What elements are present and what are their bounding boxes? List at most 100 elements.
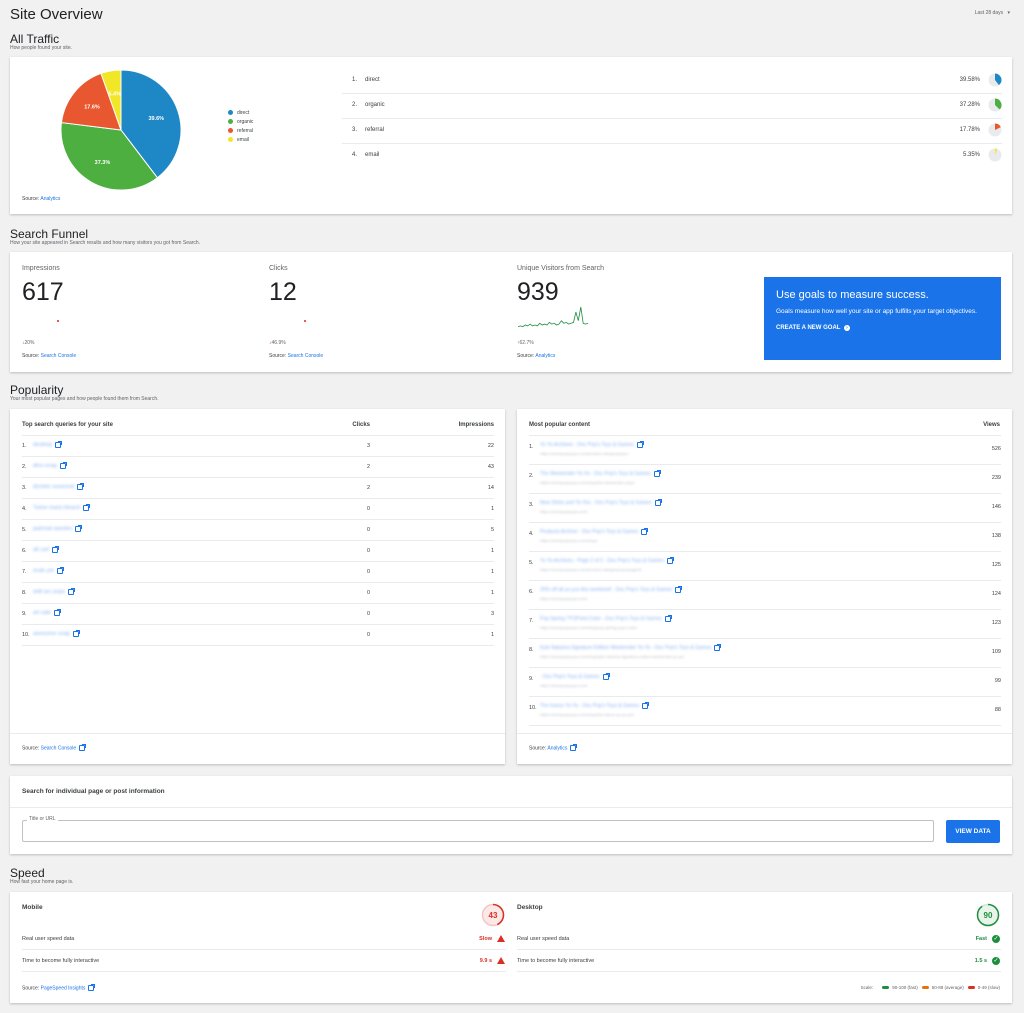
external-link-icon[interactable] bbox=[664, 615, 672, 622]
section-title-traffic: All Traffic bbox=[10, 32, 60, 46]
external-link-icon[interactable] bbox=[68, 588, 76, 595]
external-link-icon[interactable] bbox=[79, 744, 87, 751]
legend-item-direct[interactable]: direct bbox=[228, 110, 253, 116]
date-range-label: Last 28 days bbox=[974, 10, 1004, 16]
query-row[interactable]: 5. patricial sweden 0 5 bbox=[22, 520, 494, 541]
traffic-row[interactable]: 2. organic 37.28% bbox=[342, 94, 1002, 119]
query-text[interactable]: ends yet bbox=[33, 568, 54, 575]
pie-slice-organic[interactable] bbox=[60, 122, 159, 191]
traffic-channel-name: referral bbox=[365, 127, 385, 133]
check-circle-icon: ✓ bbox=[992, 935, 1000, 943]
external-link-icon[interactable] bbox=[675, 586, 683, 593]
external-link-icon[interactable] bbox=[642, 702, 650, 709]
metric-source-link[interactable]: Search Console bbox=[287, 353, 324, 359]
external-link-icon[interactable] bbox=[636, 441, 644, 448]
content-row[interactable]: 1. Yo Yo Archives - Doc Pop's Toys & Game… bbox=[529, 436, 1001, 465]
pie-label-referral: 17.6% bbox=[84, 105, 100, 111]
legend-dot-icon bbox=[228, 128, 233, 134]
external-link-icon[interactable] bbox=[653, 470, 661, 477]
external-link-icon[interactable] bbox=[666, 557, 674, 564]
external-link-icon[interactable] bbox=[73, 630, 80, 637]
pie-slice-email[interactable] bbox=[100, 69, 122, 131]
title-url-input[interactable] bbox=[22, 820, 934, 842]
external-link-icon[interactable] bbox=[602, 673, 610, 680]
legend-item-referral[interactable]: referral bbox=[228, 128, 253, 134]
pie-slice-referral[interactable] bbox=[60, 72, 122, 131]
external-link-icon[interactable] bbox=[59, 462, 67, 469]
external-link-icon[interactable] bbox=[654, 499, 662, 506]
external-link-icon[interactable] bbox=[83, 504, 91, 511]
metric-source-link[interactable]: Analytics bbox=[535, 353, 556, 359]
content-row[interactable]: 3. New Shirts and Yo-Yos - Doc Pop's Toys… bbox=[529, 494, 1001, 523]
traffic-row[interactable]: 3. referral 17.78% bbox=[342, 119, 1002, 144]
external-link-icon[interactable] bbox=[714, 644, 722, 651]
query-text[interactable]: Twine mario bleach bbox=[33, 505, 81, 512]
external-link-icon[interactable] bbox=[570, 744, 578, 751]
query-text[interactable]: desktop bbox=[33, 442, 53, 449]
content-title[interactable]: Pop Spring 7YOPoint Color - Doc Pop's To… bbox=[540, 616, 662, 623]
metric-source-link[interactable]: Search Console bbox=[40, 353, 77, 359]
date-range-select[interactable]: Last 28 days ▾ bbox=[975, 10, 1010, 16]
content-row[interactable]: 10. The Inarus Yo-Yo - Doc Pop's Toys & G… bbox=[529, 697, 1001, 726]
query-text[interactable]: wild arc pops bbox=[33, 589, 66, 596]
query-row[interactable]: 7. ends yet 0 1 bbox=[22, 562, 494, 583]
content-title[interactable]: New Shirts and Yo-Yos - Doc Pop's Toys &… bbox=[540, 500, 652, 507]
mobile-speed-row: Real user speed data Slow bbox=[22, 934, 506, 948]
content-title[interactable]: - Doc Pop's Toys & Games bbox=[540, 674, 600, 681]
query-text[interactable]: patricial sweden bbox=[33, 526, 73, 533]
query-row[interactable]: 10. awesome snap 0 1 bbox=[22, 625, 494, 646]
external-link-icon[interactable] bbox=[54, 609, 62, 616]
query-row[interactable]: 3. domkin seasonal 2 14 bbox=[22, 478, 494, 499]
external-link-icon[interactable] bbox=[52, 546, 60, 553]
query-row[interactable]: 2. dino snap 2 43 bbox=[22, 457, 494, 478]
analytics-link-content[interactable]: Analytics bbox=[547, 745, 568, 752]
content-row[interactable]: 6. 20% off all yo-yos this weekend! - Doc… bbox=[529, 581, 1001, 610]
external-link-icon[interactable] bbox=[88, 984, 96, 991]
content-title[interactable]: Yo Yo Archives - Page 2 of 2 - Doc Pop's… bbox=[540, 558, 664, 565]
external-link-icon[interactable] bbox=[77, 483, 85, 490]
pie-slice-direct[interactable] bbox=[120, 69, 182, 179]
section-subtitle-popularity: Your most popular pages and how people f… bbox=[10, 396, 159, 402]
content-title[interactable]: Kyle Nakama Signature Edition Weekender … bbox=[540, 645, 712, 652]
external-link-icon[interactable] bbox=[75, 525, 83, 532]
content-row[interactable]: 2. The Weekender Yo-Yo - Doc Pop's Toys &… bbox=[529, 465, 1001, 494]
speed-metric-value: Fast bbox=[975, 936, 987, 942]
metric-label: Clicks bbox=[269, 265, 288, 272]
content-row[interactable]: 5. Yo Yo Archives - Page 2 of 2 - Doc Pop… bbox=[529, 552, 1001, 581]
content-row[interactable]: 8. Kyle Nakama Signature Edition Weekende… bbox=[529, 639, 1001, 668]
traffic-row[interactable]: 1. direct 39.58% bbox=[342, 69, 1002, 94]
external-link-icon[interactable] bbox=[641, 528, 649, 535]
content-views: 109 bbox=[991, 649, 1001, 655]
metric-change: ↓20% bbox=[22, 340, 35, 346]
query-text[interactable]: domkin seasonal bbox=[33, 484, 75, 491]
content-title[interactable]: The Weekender Yo-Yo - Doc Pop's Toys & G… bbox=[540, 471, 651, 478]
content-views: 99 bbox=[994, 678, 1001, 684]
content-title[interactable]: Yo Yo Archives - Doc Pop's Toys & Games bbox=[540, 442, 634, 449]
query-text[interactable]: art sale bbox=[33, 610, 52, 617]
content-row[interactable]: 9. - Doc Pop's Toys & Games https://docnpo… bbox=[529, 668, 1001, 697]
query-text[interactable]: awesome snap bbox=[33, 631, 70, 638]
create-goal-button[interactable]: CREATE A NEW GOAL › bbox=[776, 325, 989, 332]
legend-item-email[interactable]: email bbox=[228, 137, 253, 143]
desktop-score: 90 bbox=[984, 911, 993, 920]
query-row[interactable]: 4. Twine mario bleach 0 1 bbox=[22, 499, 494, 520]
query-row[interactable]: 6. all cart 0 1 bbox=[22, 541, 494, 562]
query-text[interactable]: all cart bbox=[33, 547, 50, 554]
content-title[interactable]: The Inarus Yo-Yo - Doc Pop's Toys & Game… bbox=[540, 703, 640, 710]
query-text[interactable]: dino snap bbox=[33, 463, 57, 470]
external-link-icon[interactable] bbox=[56, 567, 64, 574]
search-console-link[interactable]: Search Console bbox=[40, 745, 77, 752]
analytics-link[interactable]: Analytics bbox=[40, 196, 61, 202]
content-row[interactable]: 7. Pop Spring 7YOPoint Color - Doc Pop's … bbox=[529, 610, 1001, 639]
content-title[interactable]: 20% off all yo-yos this weekend! - Doc P… bbox=[540, 587, 673, 594]
content-row[interactable]: 4. Products Archive - Doc Pop's Toys & Ga… bbox=[529, 523, 1001, 552]
query-row[interactable]: 1. desktop 3 22 bbox=[22, 436, 494, 457]
query-row[interactable]: 8. wild arc pops 0 1 bbox=[22, 583, 494, 604]
view-data-button[interactable]: VIEW DATA bbox=[946, 820, 1000, 843]
external-link-icon[interactable] bbox=[55, 441, 63, 448]
query-row[interactable]: 9. art sale 0 3 bbox=[22, 604, 494, 625]
content-title[interactable]: Products Archive - Doc Pop's Toys & Game… bbox=[540, 529, 639, 536]
legend-item-organic[interactable]: organic bbox=[228, 119, 253, 125]
pagespeed-link[interactable]: PageSpeed Insights bbox=[40, 985, 86, 992]
traffic-row[interactable]: 4. email 5.35% bbox=[342, 144, 1002, 169]
